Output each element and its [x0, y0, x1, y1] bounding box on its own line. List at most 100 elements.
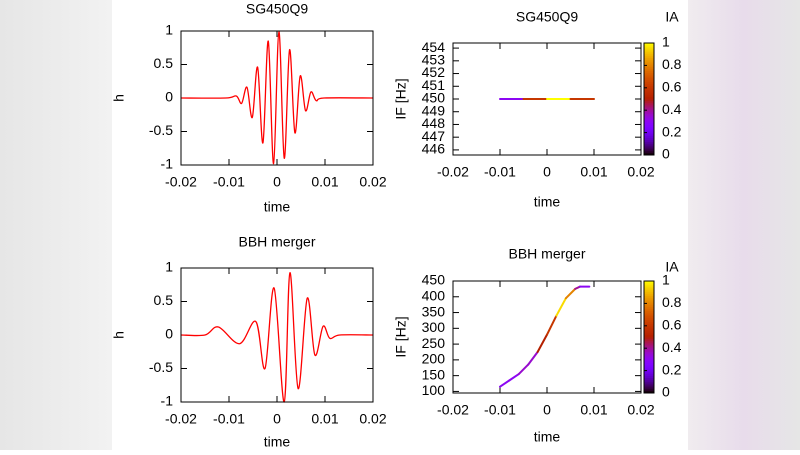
- y-tick-label: 453: [422, 52, 446, 68]
- colorbar-tick-label: 1: [662, 272, 670, 288]
- colorbar-swatch: [644, 338, 654, 342]
- y-tick-label: 400: [422, 287, 446, 303]
- colorbar-swatch: [644, 65, 654, 68]
- colorbar-swatch: [644, 335, 654, 338]
- colorbar-swatch: [644, 363, 654, 366]
- x-tick-label: 0.01: [311, 411, 338, 427]
- y-axis-label: IF [Hz]: [393, 316, 409, 357]
- colorbar-swatch: [644, 104, 654, 107]
- colorbar-swatch: [644, 378, 654, 381]
- colorbar-tick-label: 0.8: [662, 56, 682, 72]
- colorbar-tick-label: 0.6: [662, 317, 682, 333]
- colorbar-tick-label: 1: [662, 34, 670, 50]
- colorbar-swatch: [644, 110, 654, 113]
- x-tick-label: -0.01: [213, 174, 245, 190]
- colorbar-swatch: [644, 385, 654, 388]
- colorbar-swatch: [644, 292, 654, 295]
- colorbar-tick-label: 0: [662, 384, 670, 400]
- if-segment: [517, 363, 530, 376]
- x-axis-label: time: [264, 434, 291, 450]
- x-axis-label: time: [534, 429, 561, 445]
- y-tick-label: 250: [422, 335, 446, 351]
- colorbar-swatch: [644, 132, 654, 135]
- colorbar-swatch: [644, 59, 654, 63]
- colorbar-swatch: [644, 82, 654, 85]
- colorbar-swatch: [644, 331, 654, 334]
- if-segment: [546, 314, 558, 336]
- x-tick-label: -0.02: [437, 402, 469, 418]
- x-tick-label: -0.02: [437, 164, 469, 180]
- colorbar-swatch: [644, 312, 654, 316]
- colorbar-swatch: [644, 305, 654, 308]
- x-axis-label: time: [534, 194, 561, 210]
- colorbar-swatch: [644, 351, 654, 355]
- colorbar-swatch: [644, 43, 654, 46]
- colorbar-swatch: [644, 143, 654, 147]
- colorbar-swatch: [644, 117, 654, 121]
- x-tick-label: -0.02: [165, 411, 197, 427]
- colorbar-swatch: [644, 85, 654, 89]
- x-axis-label: time: [264, 199, 291, 215]
- colorbar-swatch: [644, 374, 654, 377]
- colorbar-swatch: [644, 391, 654, 394]
- x-tick-label: 0.02: [627, 164, 654, 180]
- if-segment: [499, 379, 511, 388]
- colorbar-swatch: [644, 54, 654, 57]
- colorbar-swatch: [644, 370, 654, 373]
- side-blur: [688, 0, 800, 450]
- colorbar-swatch: [644, 67, 654, 70]
- y-tick-label: -1: [161, 156, 174, 172]
- colorbar-swatch: [644, 113, 654, 117]
- colorbar-swatch: [644, 140, 654, 143]
- colorbar-swatch: [644, 361, 654, 364]
- plot-frame: [452, 280, 642, 394]
- colorbar-swatch: [644, 138, 654, 141]
- x-tick-label: 0: [543, 402, 551, 418]
- colorbar-swatch: [644, 61, 654, 65]
- colorbar-swatch: [644, 325, 654, 329]
- colorbar-swatch: [644, 353, 654, 357]
- colorbar-swatch: [644, 290, 654, 293]
- colorbar-swatch: [644, 149, 654, 152]
- colorbar-label: IA: [665, 9, 679, 25]
- colorbar-swatch: [644, 136, 654, 139]
- colorbar-swatch: [644, 309, 654, 312]
- colorbar-swatch: [644, 368, 654, 372]
- colorbar-swatch: [644, 127, 654, 130]
- colorbar-swatch: [644, 379, 654, 383]
- colorbar-swatch: [644, 76, 654, 79]
- colorbar-swatch: [644, 329, 654, 332]
- colorbar-swatch: [644, 387, 654, 390]
- y-axis-label: h: [111, 94, 127, 102]
- y-tick-label: 200: [422, 351, 446, 367]
- colorbar-swatch: [644, 366, 654, 370]
- colorbar-swatch: [644, 71, 654, 74]
- x-tick-label: 0: [273, 411, 281, 427]
- plot-frame: [180, 267, 374, 403]
- colorbar-swatch: [644, 147, 654, 150]
- colorbar-swatch: [644, 50, 654, 53]
- x-tick-label: -0.01: [484, 402, 516, 418]
- colorbar-swatch: [644, 281, 654, 284]
- colorbar-swatch: [644, 303, 654, 306]
- colorbar-tick-label: 0.8: [662, 294, 682, 310]
- colorbar-swatch: [644, 99, 654, 102]
- colorbar-swatch: [644, 299, 654, 303]
- y-tick-label: 1: [165, 22, 173, 38]
- x-tick-label: 0.02: [359, 174, 386, 190]
- if-segment: [508, 373, 520, 382]
- y-tick-label: 454: [422, 39, 446, 55]
- colorbar-swatch: [644, 151, 654, 154]
- if-segment: [536, 333, 548, 353]
- colorbar-swatch: [644, 74, 654, 78]
- colorbar-swatch: [644, 320, 654, 323]
- y-tick-label: 450: [422, 272, 446, 288]
- colorbar-swatch: [644, 100, 654, 104]
- x-tick-label: -0.01: [213, 411, 245, 427]
- colorbar-swatch: [644, 372, 654, 375]
- colorbar-label: IA: [665, 259, 679, 275]
- colorbar-swatch: [644, 376, 654, 379]
- colorbar-swatch: [644, 286, 654, 289]
- y-tick-label: 448: [422, 115, 446, 131]
